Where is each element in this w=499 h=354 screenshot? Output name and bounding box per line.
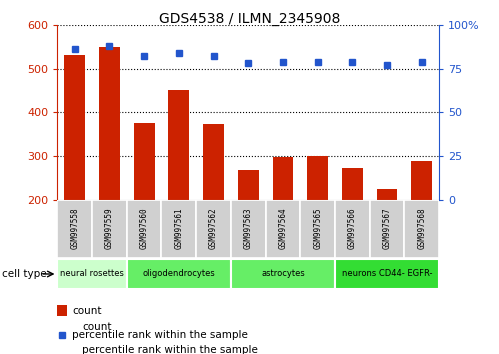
Text: percentile rank within the sample: percentile rank within the sample [82, 346, 258, 354]
Bar [307, 156, 328, 200]
Bar [134, 123, 155, 200]
Bar [231, 200, 265, 258]
Bar [57, 200, 92, 258]
Bar [231, 259, 335, 289]
Text: GSM997566: GSM997566 [348, 207, 357, 249]
Text: GSM997564: GSM997564 [278, 207, 287, 249]
Bar [335, 200, 370, 258]
Text: GSM997563: GSM997563 [244, 207, 253, 249]
Text: astrocytes: astrocytes [261, 269, 305, 279]
Text: GSM997562: GSM997562 [209, 207, 218, 249]
Bar [162, 200, 196, 258]
Bar [196, 200, 231, 258]
Text: GSM997561: GSM997561 [174, 207, 183, 249]
Text: oligodendrocytes: oligodendrocytes [143, 269, 215, 279]
Text: cell type: cell type [2, 269, 47, 279]
Bar [300, 200, 335, 258]
Text: count: count [72, 306, 102, 316]
Bar [238, 170, 258, 200]
Text: count: count [82, 322, 112, 332]
Bar [203, 124, 224, 200]
Text: neurons CD44- EGFR-: neurons CD44- EGFR- [342, 269, 432, 279]
Text: GDS4538 / ILMN_2345908: GDS4538 / ILMN_2345908 [159, 12, 340, 27]
Bar [272, 157, 293, 200]
Bar [370, 200, 404, 258]
Text: GSM997558: GSM997558 [70, 207, 79, 249]
Bar [57, 305, 67, 316]
Bar [335, 259, 439, 289]
Bar [57, 259, 127, 289]
Text: GSM997560: GSM997560 [140, 207, 149, 249]
Bar [342, 167, 363, 200]
Bar [404, 200, 439, 258]
Bar [411, 161, 432, 200]
Bar [265, 200, 300, 258]
Text: GSM997559: GSM997559 [105, 207, 114, 249]
Bar [99, 47, 120, 200]
Text: GSM997565: GSM997565 [313, 207, 322, 249]
Bar [127, 200, 162, 258]
Bar [169, 90, 189, 200]
Bar [64, 56, 85, 200]
Text: GSM997568: GSM997568 [417, 207, 426, 249]
Text: neural rosettes: neural rosettes [60, 269, 124, 279]
Bar [92, 200, 127, 258]
Text: GSM997567: GSM997567 [383, 207, 392, 249]
Text: percentile rank within the sample: percentile rank within the sample [72, 330, 248, 339]
Bar [377, 189, 398, 200]
Bar [127, 259, 231, 289]
